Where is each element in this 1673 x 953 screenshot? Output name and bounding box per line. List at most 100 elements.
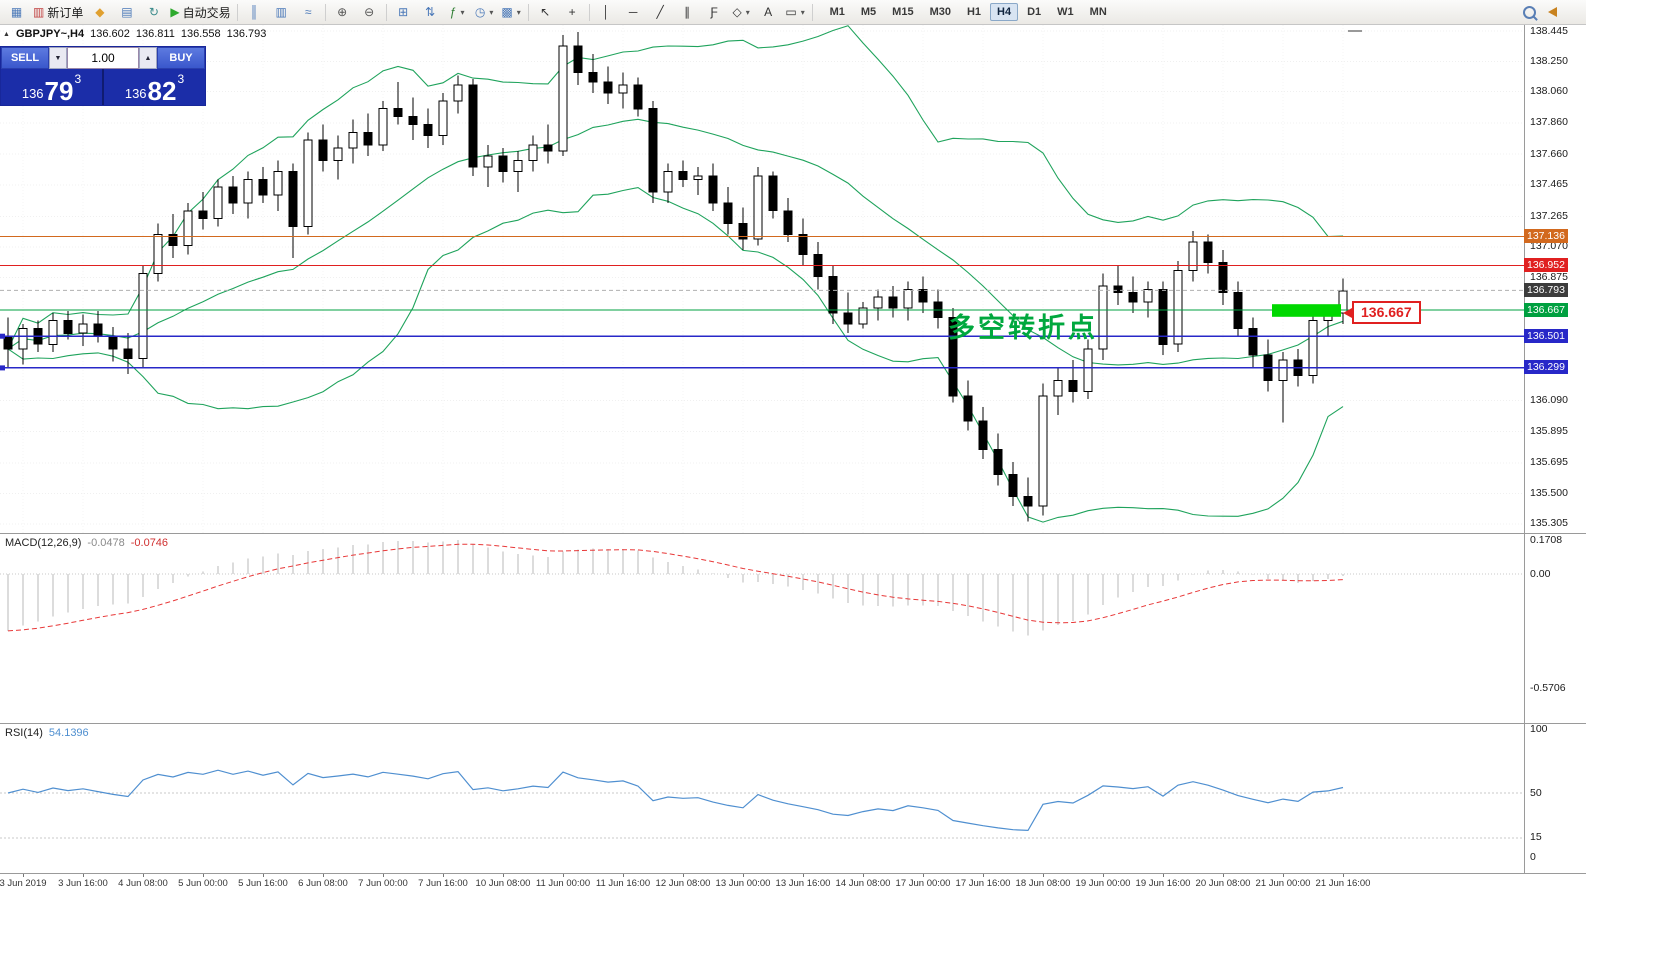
- dropdown-arrow-icon: ▾: [800, 7, 805, 17]
- price-axis-chip: 137.136: [1524, 229, 1568, 243]
- time-axis-label: 21 Jun 16:00: [1315, 878, 1371, 889]
- trendline-icon[interactable]: ╱: [647, 1, 674, 23]
- arrows-icon[interactable]: ▭ ▾: [782, 1, 809, 23]
- quote-low: 136.558: [180, 28, 221, 40]
- line-chart-icon[interactable]: ≈: [295, 1, 322, 23]
- timeframe-w1-button[interactable]: W1: [1057, 6, 1074, 18]
- time-axis-label: 19 Jun 16:00: [1135, 878, 1191, 889]
- highlight-rectangle-object[interactable]: [1272, 304, 1341, 317]
- price-axis-label: 135.695: [1530, 456, 1568, 469]
- time-axis-label: 6 Jun 08:00: [298, 878, 348, 889]
- timeframe-toolbar: M1 M5 M15 M30 H1 H4 D1 W1 MN: [822, 3, 1115, 21]
- auto-trading-icon: ▶: [170, 5, 180, 19]
- trade-panel-prices-row: 136 79 3 136 82 3: [1, 69, 205, 105]
- tile-windows-icon[interactable]: ⊞: [390, 1, 417, 23]
- time-axis-tick: [563, 874, 564, 877]
- timeframe-m1-button[interactable]: M1: [829, 6, 845, 18]
- line-anchor-handle[interactable]: [0, 333, 5, 339]
- volume-decrease-button[interactable]: ▼: [49, 47, 67, 69]
- search-icon[interactable]: [1523, 5, 1536, 19]
- profiles-icon[interactable]: ◆: [86, 1, 113, 23]
- timeframe-m30-button[interactable]: M30: [929, 6, 951, 18]
- zoom-out-icon[interactable]: ⊖: [356, 1, 383, 23]
- panel-separator[interactable]: [0, 723, 1586, 724]
- toolbar-separator: [385, 3, 387, 21]
- price-axis-label: 137.465: [1530, 178, 1568, 191]
- price-axis-separator: [1524, 25, 1525, 873]
- time-axis-tick: [323, 874, 324, 877]
- dropdown-arrow-icon: ▾: [745, 7, 750, 17]
- volume-input[interactable]: [67, 47, 139, 69]
- buy-price-display[interactable]: 136 82 3: [102, 69, 205, 105]
- macd-axis-label: 0.1708: [1530, 533, 1563, 546]
- timeframe-mn-button[interactable]: MN: [1089, 6, 1107, 18]
- text-icon[interactable]: A: [755, 1, 782, 23]
- timeframe-m5-button[interactable]: M5: [860, 6, 877, 18]
- crosshair-icon-glyph: +: [568, 5, 576, 19]
- time-axis-label: 18 Jun 08:00: [1015, 878, 1071, 889]
- indicators-icon[interactable]: ƒ ▾: [444, 1, 471, 23]
- horizontal-line-icon[interactable]: ─: [620, 1, 647, 23]
- candlestick-chart-icon[interactable]: ▥: [268, 1, 295, 23]
- speaker-icon[interactable]: [1548, 7, 1557, 17]
- period-icon[interactable]: ◷ ▾: [471, 1, 498, 23]
- templates-icon[interactable]: ▩ ▾: [498, 1, 525, 23]
- price-axis[interactable]: 138.445 138.250 138.060 137.860 137.660 137.4…: [1524, 0, 1586, 953]
- time-axis-label: 17 Jun 00:00: [895, 878, 951, 889]
- time-axis-tick: [203, 874, 204, 877]
- time-axis-tick: [623, 874, 624, 877]
- vertical-line-icon[interactable]: │: [593, 1, 620, 23]
- navigator-icon[interactable]: ↻: [140, 1, 167, 23]
- zoom-in-icon[interactable]: ⊕: [329, 1, 356, 23]
- sell-price-display[interactable]: 136 79 3: [1, 69, 102, 105]
- market-watch-icon[interactable]: ▤: [113, 1, 140, 23]
- equidistant-channel-icon[interactable]: ∥: [674, 1, 701, 23]
- volume-increase-button[interactable]: ▲: [139, 47, 157, 69]
- fibonacci-icon[interactable]: Ƒ: [701, 1, 728, 23]
- arrange-windows-icon[interactable]: ⇅: [417, 1, 444, 23]
- rsi-panel-canvas[interactable]: [0, 723, 1524, 873]
- crosshair-icon[interactable]: +: [559, 1, 586, 23]
- time-axis-label: 4 Jun 08:00: [118, 878, 168, 889]
- price-callout-value: 136.667: [1361, 304, 1412, 320]
- rsi-axis-label: 100: [1530, 722, 1548, 735]
- price-chart-canvas[interactable]: [0, 25, 1524, 533]
- bar-chart-icon[interactable]: ║: [241, 1, 268, 23]
- new-order-button[interactable]: ▥ 新订单: [30, 1, 86, 23]
- macd-panel-canvas[interactable]: [0, 533, 1524, 723]
- price-axis-label: 136.090: [1530, 394, 1568, 407]
- line-anchor-handle[interactable]: [0, 365, 5, 371]
- price-axis-chip: 136.793: [1524, 282, 1568, 297]
- timeframe-d1-button[interactable]: D1: [1027, 6, 1042, 18]
- time-axis-tick: [983, 874, 984, 877]
- price-callout-label[interactable]: 136.667: [1343, 301, 1421, 324]
- navigator-icon-glyph: ↻: [148, 5, 159, 19]
- bollinger-upper-line: [7, 25, 1344, 350]
- price-axis-label: 137.860: [1530, 116, 1568, 129]
- triangle-down-icon: ▼: [54, 54, 62, 62]
- candlestick-chart-icon-glyph: ▥: [275, 5, 287, 19]
- time-axis-tick: [863, 874, 864, 877]
- arrows-icon-glyph: ▭: [785, 5, 797, 19]
- trend-annotation-text[interactable]: 多空转折点: [948, 313, 1098, 343]
- new-chart-icon[interactable]: ▦: [3, 1, 30, 23]
- vertical-line-icon-glyph: │: [602, 5, 610, 19]
- macd-signal-line: [7, 543, 1344, 632]
- time-axis[interactable]: 3 Jun 2019 3 Jun 16:00 4 Jun 08:00 5 Jun 00…: [0, 874, 1524, 892]
- cursor-icon[interactable]: ↖: [532, 1, 559, 23]
- shapes-icon[interactable]: ◇ ▾: [728, 1, 755, 23]
- buy-button[interactable]: BUY: [157, 47, 205, 69]
- timeframe-h4-button[interactable]: H4: [990, 3, 1019, 21]
- sell-button[interactable]: SELL: [1, 47, 49, 69]
- price-axis-label: 137.660: [1530, 147, 1568, 160]
- new-order-button-label: 新订单: [47, 5, 84, 20]
- timeframe-m15-button[interactable]: M15: [892, 6, 914, 18]
- indicators-icon-glyph: ƒ: [449, 5, 457, 19]
- auto-trading-button[interactable]: ▶ 自动交易: [167, 1, 233, 23]
- profiles-icon-glyph: ◆: [95, 5, 105, 19]
- toolbar-separator: [588, 3, 590, 21]
- timeframe-h1-button[interactable]: H1: [966, 6, 982, 18]
- panel-separator[interactable]: [0, 533, 1586, 534]
- one-click-trading-panel: SELL ▼ ▲ BUY 136 79 3 136 82 3: [0, 46, 206, 106]
- collapse-triangle-icon[interactable]: ▲: [3, 30, 10, 38]
